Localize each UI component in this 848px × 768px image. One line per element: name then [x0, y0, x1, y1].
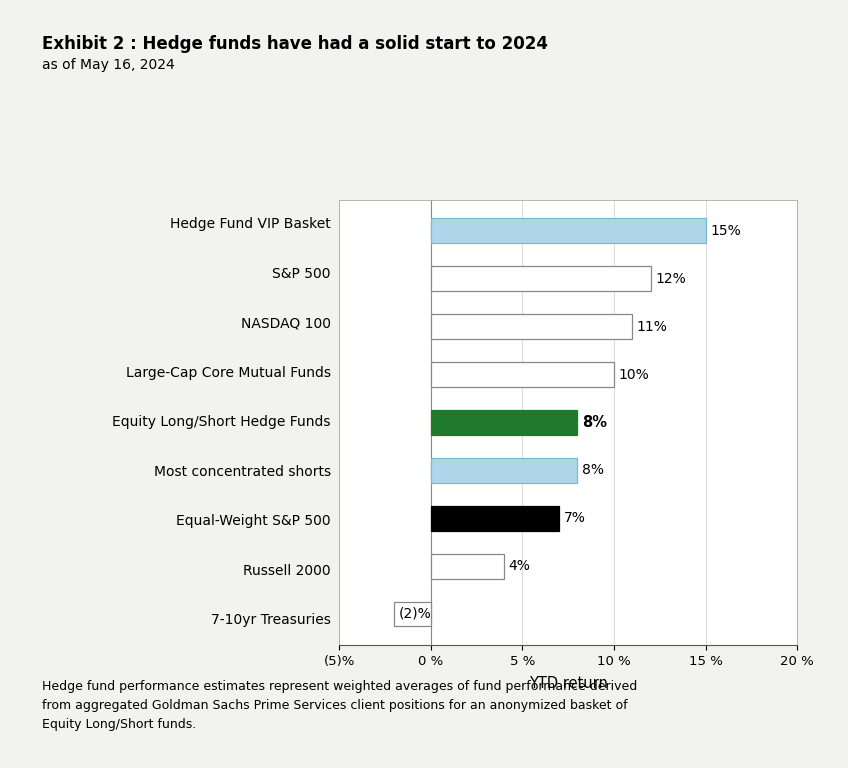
Bar	[431, 266, 650, 291]
Bar	[431, 506, 559, 531]
Text: S&P 500: S&P 500	[272, 267, 331, 281]
Text: 10%: 10%	[618, 368, 650, 382]
Text: 8%: 8%	[582, 463, 604, 477]
Text: 7-10yr Treasuries: 7-10yr Treasuries	[211, 614, 331, 627]
Bar	[431, 554, 504, 578]
Bar	[431, 458, 577, 483]
Text: Hedge fund performance estimates represent weighted averages of fund performance: Hedge fund performance estimates represe…	[42, 680, 638, 730]
Bar	[431, 410, 577, 435]
Text: as of May 16, 2024: as of May 16, 2024	[42, 58, 176, 71]
Text: NASDAQ 100: NASDAQ 100	[241, 316, 331, 330]
Text: 4%: 4%	[509, 559, 531, 573]
Text: 11%: 11%	[637, 319, 667, 333]
Text: 7%: 7%	[564, 511, 585, 525]
Text: Most concentrated shorts: Most concentrated shorts	[153, 465, 331, 479]
Text: (2)%: (2)%	[399, 607, 432, 621]
Text: Russell 2000: Russell 2000	[243, 564, 331, 578]
X-axis label: YTD return: YTD return	[528, 676, 608, 691]
Text: Large-Cap Core Mutual Funds: Large-Cap Core Mutual Funds	[126, 366, 331, 380]
Bar	[431, 314, 633, 339]
Bar	[394, 601, 431, 627]
Text: 15%: 15%	[710, 223, 741, 238]
Text: Equity Long/Short Hedge Funds: Equity Long/Short Hedge Funds	[112, 415, 331, 429]
Text: Exhibit 2 : Hedge funds have had a solid start to 2024: Exhibit 2 : Hedge funds have had a solid…	[42, 35, 549, 52]
Text: Equal-Weight S&P 500: Equal-Weight S&P 500	[176, 515, 331, 528]
Text: 8%: 8%	[582, 415, 607, 430]
Bar	[431, 218, 706, 243]
Text: Hedge Fund VIP Basket: Hedge Fund VIP Basket	[170, 217, 331, 231]
Bar	[431, 362, 614, 387]
Text: 12%: 12%	[656, 272, 686, 286]
